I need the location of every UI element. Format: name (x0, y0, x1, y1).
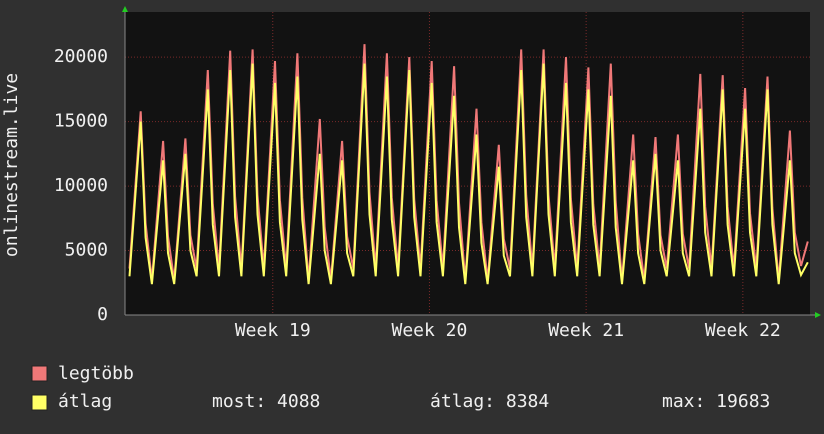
y-tick-label: 20000 (54, 46, 108, 67)
lines (128, 44, 809, 285)
y-tick-label: 0 (97, 304, 108, 325)
y-tick-label: 5000 (65, 240, 108, 261)
axis-arrow (815, 312, 821, 318)
stat: max: 19683 (662, 391, 770, 412)
axis-arrow (122, 6, 128, 12)
x-tick-label: Week 20 (392, 320, 468, 341)
legend-swatch (31, 365, 48, 382)
x-tick-label: Week 19 (235, 320, 311, 341)
legend-swatch (31, 394, 48, 411)
legend-label: átlag (58, 391, 112, 412)
x-tick-label: Week 21 (548, 320, 624, 341)
x-tick-label: Week 22 (705, 320, 781, 341)
y-axis-label: onlinestream.live (1, 73, 22, 257)
series-line (128, 63, 809, 285)
stat: átlag: 8384 (430, 391, 549, 412)
y-tick-label: 10000 (54, 175, 108, 196)
stat: most: 4088 (212, 391, 320, 412)
legend-label: legtöbb (58, 363, 134, 384)
y-tick-label: 15000 (54, 111, 108, 132)
